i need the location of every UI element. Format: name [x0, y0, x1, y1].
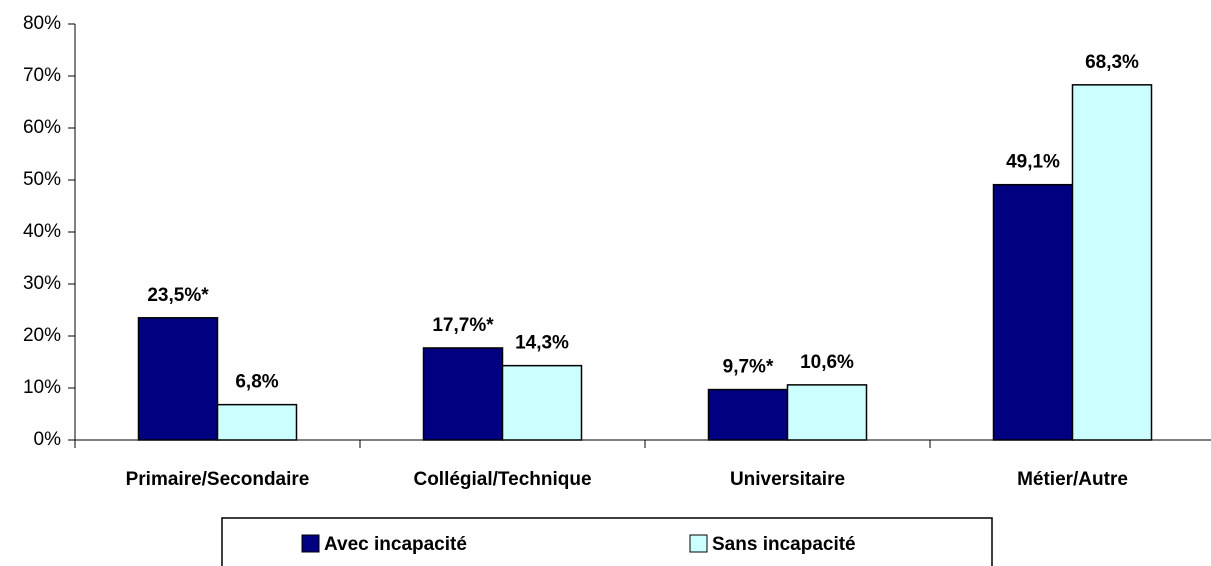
x-tick-label: Métier/Autre — [1017, 469, 1128, 490]
bar — [707, 388, 789, 441]
value-label: 49,1% — [1006, 152, 1060, 173]
value-label: 17,7%* — [432, 315, 494, 336]
legend-swatch — [689, 534, 708, 553]
bar — [786, 384, 868, 441]
x-tick-label: Collégial/Technique — [413, 469, 591, 490]
x-tick-label: Primaire/Secondaire — [126, 469, 310, 490]
y-tick-label: 30% — [23, 273, 61, 294]
legend-box — [221, 517, 993, 566]
legend-label: Avec incapacité — [324, 534, 467, 555]
y-tick-label: 60% — [23, 117, 61, 138]
bar — [1071, 84, 1153, 441]
y-tick-label: 80% — [23, 13, 61, 34]
y-tick-label: 20% — [23, 325, 61, 346]
x-tick-label: Universitaire — [730, 469, 845, 490]
y-tick-label: 50% — [23, 169, 61, 190]
legend-label: Sans incapacité — [712, 534, 856, 555]
value-label: 10,6% — [800, 352, 854, 373]
value-label: 68,3% — [1085, 52, 1139, 73]
value-label: 23,5%* — [147, 285, 209, 306]
legend-swatch — [301, 534, 320, 553]
bar — [422, 347, 504, 441]
value-label: 14,3% — [515, 333, 569, 354]
bar — [501, 364, 583, 441]
y-tick-label: 0% — [34, 429, 62, 450]
value-label: 6,8% — [235, 372, 278, 393]
y-tick-label: 70% — [23, 65, 61, 86]
value-label: 9,7%* — [723, 357, 774, 378]
bar — [137, 317, 219, 441]
y-tick-label: 40% — [23, 221, 61, 242]
bar — [216, 403, 298, 441]
y-tick-label: 10% — [23, 377, 61, 398]
bar — [992, 183, 1074, 441]
